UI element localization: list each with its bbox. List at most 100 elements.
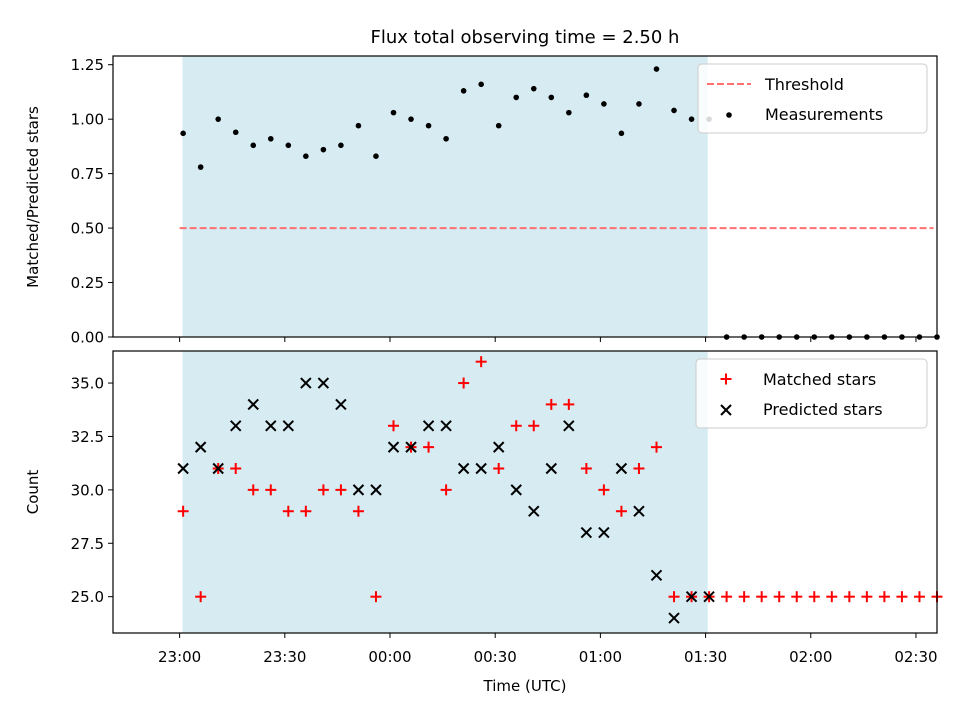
bottom-y-tick-label: 35.0 xyxy=(71,375,104,393)
predicted-star-point xyxy=(265,420,277,432)
bottom-x-tick-label: 01:30 xyxy=(684,648,727,666)
measurement-point xyxy=(250,142,257,149)
matched-star-point xyxy=(440,484,452,496)
predicted-star-point-b xyxy=(422,420,435,432)
predicted-star-point xyxy=(545,462,558,475)
matched-star-point xyxy=(563,398,575,410)
predicted-star-point-b xyxy=(177,462,189,475)
measurement-point xyxy=(530,85,537,92)
bottom-y-tick-label: 32.5 xyxy=(71,428,104,446)
measurement-point xyxy=(267,135,274,142)
measurement-point xyxy=(390,109,397,116)
predicted-star-point xyxy=(475,462,487,475)
measurement-point xyxy=(285,142,292,149)
measurement-point xyxy=(548,94,555,101)
bottom-x-tick-label: 23:30 xyxy=(263,648,306,666)
matched-star-point xyxy=(668,591,680,603)
matched-star-point xyxy=(896,591,908,603)
predicted-star-point xyxy=(563,420,575,432)
predicted-star-point-b xyxy=(598,526,610,539)
measurement-point xyxy=(355,122,362,129)
legend-predicted-swatch xyxy=(720,404,732,416)
predicted-star-point xyxy=(510,484,522,496)
predicted-star-point-b xyxy=(475,462,487,475)
matched-star-point xyxy=(721,591,733,603)
matched-star-point xyxy=(826,591,838,603)
measurement-point xyxy=(583,92,590,99)
predicted-star-point-b xyxy=(212,462,224,475)
measurement-point xyxy=(320,146,327,153)
bottom-x-tick-label: 00:00 xyxy=(368,648,411,666)
matched-star-point xyxy=(458,377,470,389)
bottom-x-tick-label: 02:30 xyxy=(894,648,937,666)
predicted-star-point xyxy=(300,377,312,389)
bottom-y-tick-label: 27.5 xyxy=(71,535,104,553)
bottom-x-tick-label: 02:00 xyxy=(789,648,832,666)
predicted-star-point xyxy=(422,420,435,432)
measurement-point xyxy=(425,122,432,129)
measurement-point xyxy=(408,116,414,122)
predicted-star-point xyxy=(352,484,365,496)
measurement-point xyxy=(495,122,502,129)
predicted-star-point-b xyxy=(510,484,522,496)
top-observing-window xyxy=(182,56,708,337)
matched-star-point xyxy=(493,463,505,474)
top-y-tick-label: 1.00 xyxy=(71,111,104,129)
top-frame xyxy=(112,55,938,338)
measurement-point xyxy=(215,116,221,122)
predicted-star-point xyxy=(370,484,382,496)
matched-star-point xyxy=(423,441,435,453)
matched-star-point xyxy=(370,591,382,603)
legend-matched-label: Matched stars xyxy=(763,370,876,389)
predicted-star-point xyxy=(615,462,628,475)
measurement-point xyxy=(180,130,186,137)
matched-star-point xyxy=(475,356,487,368)
predicted-star-point-b xyxy=(650,569,663,582)
bottom-y-axis-label: Count xyxy=(24,470,42,515)
matched-star-point xyxy=(317,484,329,496)
measurement-point xyxy=(653,66,660,72)
predicted-star-point xyxy=(650,569,663,582)
measurement-point xyxy=(618,130,625,137)
measurement-point xyxy=(443,135,449,142)
matched-star-point xyxy=(580,463,592,474)
measurement-point xyxy=(566,109,572,116)
predicted-star-point-b xyxy=(265,420,277,432)
predicted-star-point-b xyxy=(563,420,575,432)
matched-star-point xyxy=(791,591,803,603)
predicted-star-point xyxy=(387,441,400,453)
predicted-star-point-b xyxy=(282,420,295,432)
top-legend xyxy=(697,63,928,134)
predicted-star-point xyxy=(194,441,207,453)
predicted-star-point xyxy=(457,462,470,475)
matched-star-point xyxy=(335,484,347,496)
matched-star-point xyxy=(282,505,294,517)
measurement-point xyxy=(303,153,309,160)
predicted-star-point xyxy=(440,420,452,432)
legend-predicted-label: Predicted stars xyxy=(763,400,883,419)
predicted-star-point-b xyxy=(352,484,365,496)
matched-star-point xyxy=(177,505,189,517)
matched-star-point xyxy=(650,441,662,453)
predicted-star-point-b xyxy=(440,420,452,432)
matched-star-point xyxy=(300,505,312,517)
measurement-point xyxy=(636,101,642,107)
bottom-x-tick-label: 01:00 xyxy=(579,648,622,666)
predicted-star-point xyxy=(668,612,680,624)
predicted-star-point-b xyxy=(194,441,207,453)
matched-star-point xyxy=(388,420,400,432)
predicted-star-point-b xyxy=(580,526,593,539)
predicted-star-point-b xyxy=(668,612,680,624)
top-panel: 0.00 0.25 0.50 0.75 1.00 1.25 Threshold Measure… xyxy=(71,55,940,347)
measurement-point xyxy=(232,129,239,136)
predicted-star-point xyxy=(335,398,347,411)
bottom-observing-window xyxy=(182,351,708,633)
predicted-star-point-b xyxy=(370,484,382,496)
matched-star-point xyxy=(878,591,890,603)
legend-measurements-swatch xyxy=(726,112,732,118)
predicted-star-point xyxy=(230,420,242,432)
chart-title: Flux total observing time = 2.50 h xyxy=(371,27,680,48)
measurement-point xyxy=(338,142,344,149)
bottom-y-tick-label: 25.0 xyxy=(71,588,104,606)
predicted-star-point xyxy=(247,398,259,411)
